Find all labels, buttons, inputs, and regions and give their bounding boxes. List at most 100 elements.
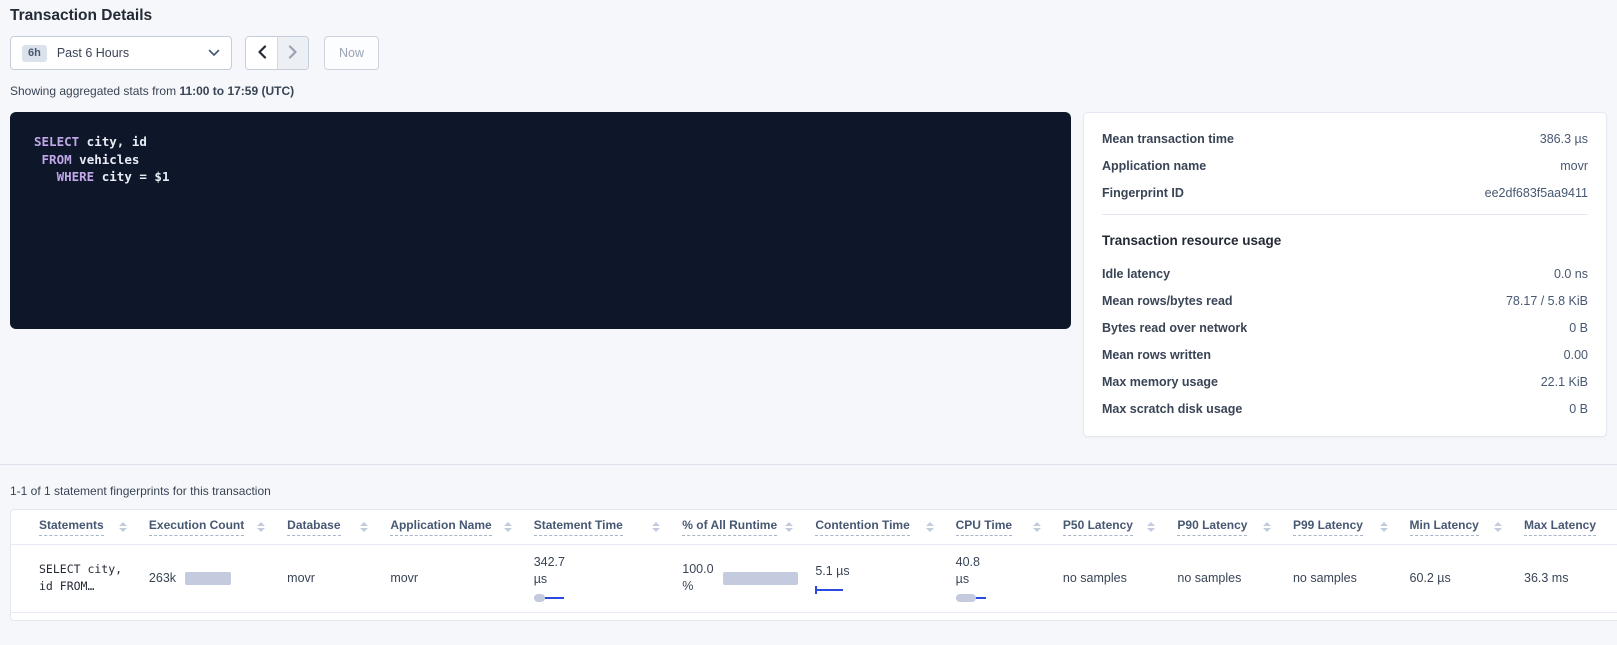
stats-line-prefix: Showing aggregated stats from xyxy=(10,84,180,98)
summary-label: Idle latency xyxy=(1101,266,1171,281)
time-range-picker[interactable]: 6h Past 6 Hours xyxy=(10,36,232,70)
cell-p99-latency: no samples xyxy=(1282,544,1400,613)
summary-row: Idle latency 0.0 ns xyxy=(1102,260,1588,287)
column-header-max-latency[interactable]: Max Latency xyxy=(1514,510,1617,545)
column-header-label: Max Latency xyxy=(1524,518,1597,536)
summary-divider xyxy=(1101,214,1588,215)
column-header-execution-count[interactable]: Execution Count xyxy=(138,510,278,545)
summary-label: Max memory usage xyxy=(1101,374,1218,389)
cell-cpu-time: 40.8 µs xyxy=(945,544,1053,613)
sort-icon[interactable] xyxy=(1139,521,1156,532)
cell-database: movr xyxy=(277,544,381,613)
sort-icon[interactable] xyxy=(1025,521,1041,532)
section-divider xyxy=(0,464,1617,465)
column-header-database[interactable]: Database xyxy=(277,510,381,545)
sort-icon[interactable] xyxy=(918,521,934,532)
statements-table-card: Statements Execution Count Database Applica… xyxy=(10,509,1617,621)
summary-value: movr xyxy=(1560,158,1588,173)
prev-time-window-button[interactable] xyxy=(246,37,277,69)
summary-label: Mean transaction time xyxy=(1101,131,1234,146)
column-header-statement-time[interactable]: Statement Time xyxy=(523,510,673,545)
column-header-application-name[interactable]: Application Name xyxy=(380,510,524,545)
chevron-right-icon xyxy=(288,44,298,62)
column-header-contention-time[interactable]: Contention Time xyxy=(805,510,946,545)
summary-label: Mean rows/bytes read xyxy=(1101,293,1233,308)
cell-p50-latency: no samples xyxy=(1052,544,1168,613)
statement-link[interactable]: SELECT city, id FROM… xyxy=(39,562,123,593)
summary-value: 0 B xyxy=(1569,401,1588,416)
cell-p90-latency: no samples xyxy=(1167,544,1283,613)
next-time-window-button[interactable] xyxy=(277,37,308,69)
column-header-p50-latency[interactable]: P50 Latency xyxy=(1052,510,1168,545)
summary-row: Max scratch disk usage 0 B xyxy=(1102,395,1588,422)
sort-icon[interactable] xyxy=(111,521,127,532)
column-header-label: Database xyxy=(287,518,341,536)
sort-icon[interactable] xyxy=(777,521,794,532)
summary-value: 22.1 KiB xyxy=(1540,374,1588,389)
sort-icon[interactable] xyxy=(496,521,512,532)
latency-bar xyxy=(533,594,564,602)
summary-row: Fingerprint ID ee2df683f5aa9411 xyxy=(1102,179,1588,206)
details-columns: SELECT city, id FROM vehicles WHERE city… xyxy=(10,112,1607,437)
sort-icon[interactable] xyxy=(352,521,369,532)
column-header-statements[interactable]: Statements xyxy=(11,510,139,545)
chevron-left-icon xyxy=(257,44,267,62)
cell-pct-of-all-runtime: 100.0 % xyxy=(672,544,806,613)
cell-min-latency: 60.2 µs xyxy=(1399,544,1514,613)
value-bar xyxy=(722,571,798,585)
summary-label: Fingerprint ID xyxy=(1101,185,1184,200)
sort-icon[interactable] xyxy=(1372,521,1388,532)
summary-value: ee2df683f5aa9411 xyxy=(1484,185,1588,200)
now-button[interactable]: Now xyxy=(324,36,380,70)
column-header-label: Statements xyxy=(39,518,104,536)
summary-label: Max scratch disk usage xyxy=(1101,401,1243,416)
cell-application-name: movr xyxy=(380,544,524,613)
table-header-row: Statements Execution Count Database Applica… xyxy=(11,510,1617,545)
time-range-label: Past 6 Hours xyxy=(56,46,130,60)
sort-icon[interactable] xyxy=(1486,521,1502,532)
summary-row: Mean rows/bytes read 78.17 / 5.8 KiB xyxy=(1102,287,1588,314)
sql-code: SELECT city, id FROM vehicles WHERE city… xyxy=(34,134,170,184)
column-header-min-latency[interactable]: Min Latency xyxy=(1399,510,1514,545)
time-window-arrows xyxy=(245,36,309,70)
resource-usage-heading: Transaction resource usage xyxy=(1101,233,1282,248)
column-header-p99-latency[interactable]: P99 Latency xyxy=(1282,510,1400,545)
sort-icon[interactable] xyxy=(249,521,266,532)
chevron-down-icon xyxy=(208,49,220,57)
summary-label: Application name xyxy=(1101,158,1207,173)
summary-row: Bytes read over network 0 B xyxy=(1102,314,1588,341)
statements-table: Statements Execution Count Database Applica… xyxy=(11,510,1617,613)
cell-execution-count: 263k xyxy=(138,544,278,613)
column-header-of-all-runtime[interactable]: % of All Runtime xyxy=(672,510,806,545)
sort-icon[interactable] xyxy=(644,521,661,532)
summary-value: 386.3 µs xyxy=(1539,131,1588,146)
cell-statement-time: 342.7 µs xyxy=(523,544,673,613)
summary-label: Bytes read over network xyxy=(1101,320,1248,335)
cell-contention-time: 5.1 µs xyxy=(805,544,946,613)
latency-bar xyxy=(815,585,844,594)
cell-statements[interactable]: SELECT city, id FROM… xyxy=(11,544,139,613)
column-header-p90-latency[interactable]: P90 Latency xyxy=(1167,510,1283,545)
column-header-label: % of All Runtime xyxy=(682,518,778,536)
column-header-label: Min Latency xyxy=(1409,518,1479,536)
sql-statement-box: SELECT city, id FROM vehicles WHERE city… xyxy=(10,112,1071,329)
summary-value: 0.00 xyxy=(1563,347,1588,362)
page-title: Transaction Details xyxy=(10,7,153,24)
time-range-badge: 6h xyxy=(22,44,47,62)
summary-row: Mean transaction time 386.3 µs xyxy=(1102,125,1588,152)
summary-row: Application name movr xyxy=(1102,152,1588,179)
column-header-label: Statement Time xyxy=(533,518,623,536)
aggregated-stats-line: Showing aggregated stats from 11:00 to 1… xyxy=(10,84,1607,98)
summary-value: 0.0 ns xyxy=(1553,266,1588,281)
table-row: SELECT city, id FROM… 263k movr movr 342.7 µ… xyxy=(11,544,1617,613)
sort-icon[interactable] xyxy=(1613,522,1617,532)
transaction-summary-card: Mean transaction time 386.3 µs Application… xyxy=(1082,112,1607,437)
summary-row: Max memory usage 22.1 KiB xyxy=(1102,368,1588,395)
summary-value: 0 B xyxy=(1569,320,1588,335)
latency-bar xyxy=(955,594,986,602)
column-header-label: P50 Latency xyxy=(1062,518,1133,536)
value-bar xyxy=(185,571,232,585)
sort-icon[interactable] xyxy=(1255,521,1271,532)
column-header-cpu-time[interactable]: CPU Time xyxy=(945,510,1053,545)
column-header-label: P90 Latency xyxy=(1177,518,1248,536)
